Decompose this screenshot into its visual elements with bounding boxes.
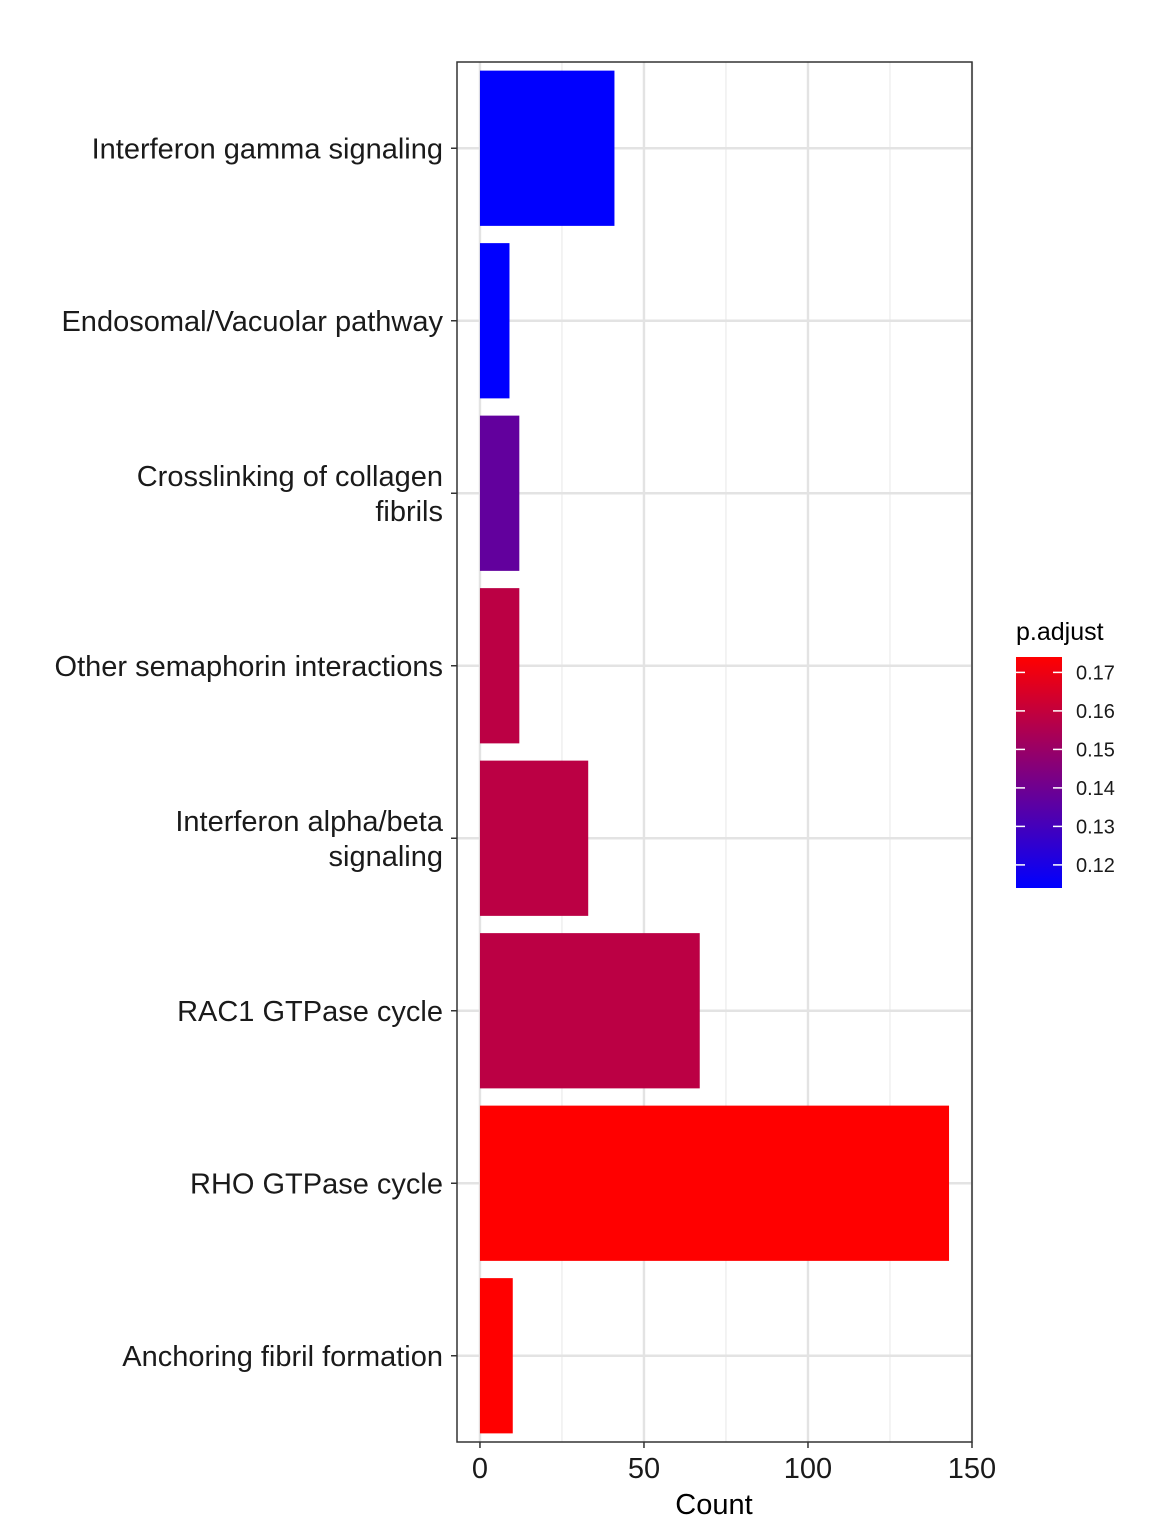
y-axis: Interferon gamma signaling Endosomal/Vacu… bbox=[55, 133, 457, 1373]
x-tick-label: 100 bbox=[784, 1453, 832, 1485]
legend-title: p.adjust bbox=[1016, 618, 1104, 646]
y-tick-label: Anchoring fibril formation bbox=[122, 1341, 443, 1373]
bar bbox=[479, 1278, 513, 1434]
bar bbox=[479, 933, 700, 1089]
legend: p.adjust 0.17 0.16 0.15 0.14 0.13 0.12 bbox=[1016, 618, 1115, 888]
legend-tick-label: 0.14 bbox=[1076, 778, 1115, 800]
bar bbox=[479, 1105, 950, 1261]
bar bbox=[479, 415, 520, 571]
legend-tick-label: 0.17 bbox=[1076, 662, 1115, 684]
bar bbox=[479, 70, 615, 226]
x-axis-title: Count bbox=[675, 1489, 752, 1521]
bar bbox=[479, 588, 520, 744]
bar bbox=[479, 243, 510, 399]
y-tick-label: Crosslinking of collagen bbox=[137, 461, 443, 493]
y-tick-label: Endosomal/Vacuolar pathway bbox=[61, 306, 443, 338]
legend-tick-label: 0.12 bbox=[1076, 855, 1115, 877]
legend-tick-label: 0.16 bbox=[1076, 701, 1115, 723]
x-tick-label: 150 bbox=[948, 1453, 996, 1485]
legend-tick-label: 0.13 bbox=[1076, 816, 1115, 838]
bars bbox=[479, 70, 950, 1434]
colorbar bbox=[1016, 657, 1062, 888]
y-tick-label: RAC1 GTPase cycle bbox=[177, 996, 443, 1028]
x-tick-label: 0 bbox=[472, 1453, 488, 1485]
y-tick-label: Interferon gamma signaling bbox=[92, 133, 443, 165]
legend-tick-label: 0.15 bbox=[1076, 739, 1115, 761]
bar bbox=[479, 760, 589, 916]
y-tick-label: Interferon alpha/beta bbox=[175, 806, 444, 838]
x-tick-label: 50 bbox=[628, 1453, 660, 1485]
y-tick-label: fibrils bbox=[375, 496, 443, 528]
x-axis: 0 50 100 150 bbox=[472, 1442, 996, 1485]
y-tick-label: RHO GTPase cycle bbox=[190, 1168, 443, 1200]
y-tick-label: signaling bbox=[329, 841, 443, 873]
y-tick-label: Other semaphorin interactions bbox=[55, 651, 443, 683]
plot-border bbox=[456, 61, 973, 1443]
